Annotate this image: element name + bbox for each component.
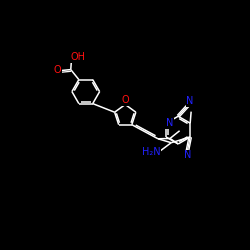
Text: N: N <box>166 118 173 128</box>
Text: H₂N: H₂N <box>142 147 161 157</box>
Text: N: N <box>186 96 194 106</box>
Text: O: O <box>54 65 61 75</box>
Text: O: O <box>122 95 130 105</box>
Text: OH: OH <box>70 52 85 62</box>
Text: N: N <box>184 150 191 160</box>
